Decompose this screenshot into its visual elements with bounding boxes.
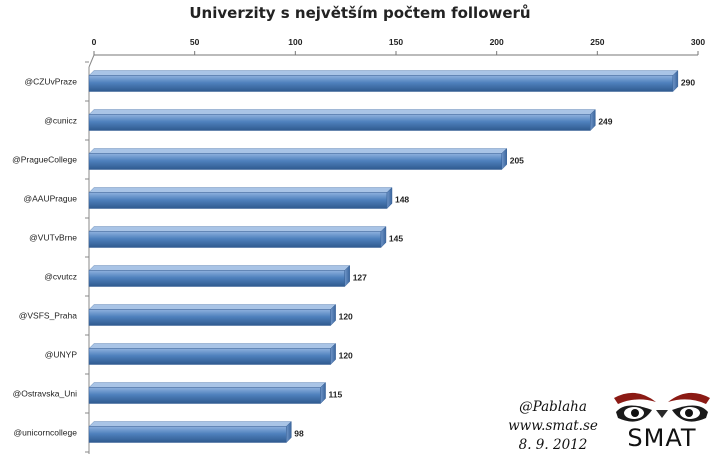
x-tick-label: 300 bbox=[691, 37, 705, 47]
data-label: 249 bbox=[598, 117, 612, 127]
bar bbox=[88, 270, 345, 287]
bar-end-face bbox=[590, 108, 596, 132]
x-tick-label: 250 bbox=[590, 37, 604, 47]
bar-top-face bbox=[88, 421, 292, 427]
bar bbox=[88, 387, 321, 404]
bar-top-face bbox=[88, 187, 393, 193]
bar-end-face bbox=[386, 186, 393, 210]
category-label: @VUTvBrne bbox=[29, 233, 77, 243]
bar-top-face bbox=[88, 70, 679, 76]
data-label: 120 bbox=[339, 312, 353, 322]
data-label: 120 bbox=[339, 351, 353, 361]
bar bbox=[88, 75, 674, 92]
bar-end-face bbox=[344, 264, 350, 288]
bar-top-face bbox=[88, 148, 508, 154]
logo-text: SMAT bbox=[627, 424, 696, 452]
y-axis-depth-line bbox=[88, 54, 95, 68]
category-label: @CZUvPraze bbox=[24, 77, 77, 87]
data-label: 205 bbox=[510, 156, 524, 166]
x-tick-label: 150 bbox=[389, 37, 403, 47]
x-tick-label: 0 bbox=[92, 37, 97, 47]
data-label: 148 bbox=[395, 195, 409, 205]
x-tick-label: 100 bbox=[288, 37, 302, 47]
bar-top-face bbox=[88, 304, 337, 310]
bar bbox=[88, 231, 382, 248]
bar-end-face bbox=[330, 303, 336, 327]
bar-end-face bbox=[501, 147, 507, 171]
data-label: 290 bbox=[681, 78, 695, 88]
data-label: 127 bbox=[353, 273, 367, 283]
category-label: @unicorncollege bbox=[14, 428, 78, 438]
bar-top-face bbox=[88, 382, 327, 388]
bar-top-face bbox=[88, 343, 337, 349]
category-label: @VSFS_Praha bbox=[19, 311, 78, 321]
bar-end-face bbox=[672, 69, 679, 93]
bar bbox=[88, 309, 331, 326]
category-label: @Ostravska_Uni bbox=[13, 389, 77, 399]
bar bbox=[88, 114, 591, 131]
bar-end-face bbox=[380, 225, 387, 249]
bar-top-face bbox=[88, 265, 351, 271]
publish-date: 8. 9. 2012 bbox=[518, 437, 588, 453]
bar-top-face bbox=[88, 109, 596, 115]
category-label: @AAUPrague bbox=[23, 194, 77, 204]
bar bbox=[88, 348, 331, 365]
bar-top-face bbox=[88, 226, 387, 232]
bar bbox=[88, 426, 287, 443]
category-label: @cunicz bbox=[44, 116, 77, 126]
bar-end-face bbox=[330, 342, 336, 366]
data-label: 115 bbox=[329, 390, 343, 400]
chart-title: Univerzity s největším počtem followerů bbox=[189, 4, 531, 22]
owl-eyes-icon bbox=[614, 392, 710, 422]
bar bbox=[88, 192, 388, 209]
bar-end-face bbox=[286, 420, 292, 444]
bar bbox=[88, 153, 502, 170]
category-label: @UNYP bbox=[45, 350, 78, 360]
category-label: @PragueCollege bbox=[12, 155, 77, 165]
data-label: 98 bbox=[294, 429, 304, 439]
bar-end-face bbox=[320, 381, 326, 405]
x-tick-label: 200 bbox=[490, 37, 504, 47]
credits: @Pablaha www.smat.se 8. 9. 2012 bbox=[498, 398, 608, 455]
category-label: @cvutcz bbox=[44, 272, 77, 282]
author-handle: @Pablaha bbox=[519, 399, 587, 415]
smat-logo: SMAT bbox=[614, 392, 710, 452]
data-label: 145 bbox=[389, 234, 403, 244]
x-tick-label: 50 bbox=[190, 37, 200, 47]
website-url: www.smat.se bbox=[508, 418, 598, 434]
